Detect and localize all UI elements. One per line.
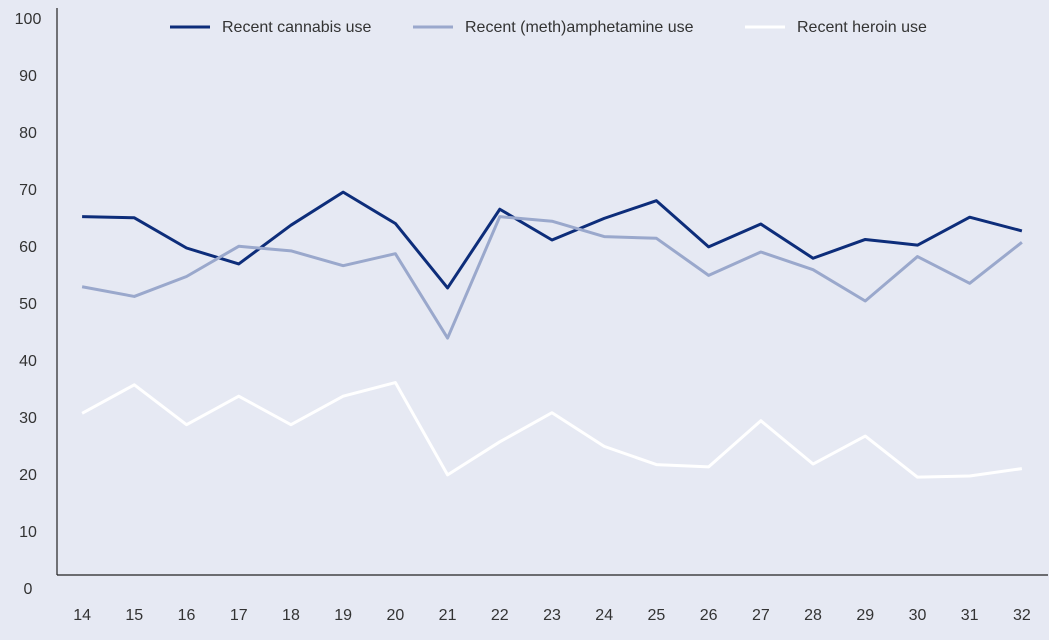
x-tick-label: 28 bbox=[804, 607, 822, 624]
y-tick-label: 20 bbox=[19, 467, 37, 484]
legend-label: Recent heroin use bbox=[797, 19, 927, 36]
x-tick-label: 16 bbox=[178, 607, 196, 624]
x-tick-label: 20 bbox=[386, 607, 404, 624]
x-tick-label: 29 bbox=[856, 607, 874, 624]
series-line bbox=[81, 215, 1023, 340]
x-tick-label: 15 bbox=[125, 607, 143, 624]
x-tick-label: 21 bbox=[439, 607, 457, 624]
x-tick-label: 23 bbox=[543, 607, 561, 624]
x-tick-label: 17 bbox=[230, 607, 248, 624]
series-line bbox=[82, 190, 1023, 290]
legend-label: Recent (meth)amphetamine use bbox=[465, 19, 694, 36]
x-tick-label: 27 bbox=[752, 607, 770, 624]
y-tick-label: 50 bbox=[19, 296, 37, 313]
y-tick-label: 90 bbox=[19, 68, 37, 85]
y-tick-label: 60 bbox=[19, 239, 37, 256]
y-tick-label: 10 bbox=[19, 524, 37, 541]
x-tick-label: 25 bbox=[648, 607, 666, 624]
x-tick-label: 30 bbox=[909, 607, 927, 624]
x-tick-label: 24 bbox=[595, 607, 613, 624]
x-tick-label: 18 bbox=[282, 607, 300, 624]
x-tick-label: 14 bbox=[73, 607, 91, 624]
y-tick-label: 40 bbox=[19, 353, 37, 370]
y-tick-label: 0 bbox=[24, 581, 33, 598]
y-tick-label: 30 bbox=[19, 410, 37, 427]
x-tick-label: 32 bbox=[1013, 607, 1031, 624]
x-tick-label: 26 bbox=[700, 607, 718, 624]
y-tick-label: 100 bbox=[15, 11, 42, 28]
x-tick-label: 22 bbox=[491, 607, 509, 624]
series-line bbox=[81, 381, 1023, 479]
y-tick-label: 80 bbox=[19, 125, 37, 142]
y-tick-label: 70 bbox=[19, 182, 37, 199]
x-tick-label: 19 bbox=[334, 607, 352, 624]
legend-label: Recent cannabis use bbox=[222, 19, 372, 36]
x-tick-label: 31 bbox=[961, 607, 979, 624]
